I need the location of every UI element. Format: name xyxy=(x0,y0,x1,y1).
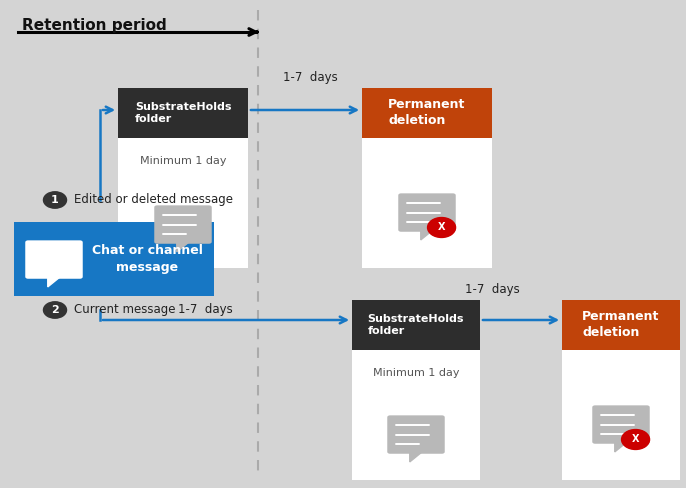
Polygon shape xyxy=(615,442,627,452)
Circle shape xyxy=(427,218,456,238)
FancyBboxPatch shape xyxy=(592,406,650,444)
Text: Permanent
deletion: Permanent deletion xyxy=(582,310,660,340)
Text: 1-7  days: 1-7 days xyxy=(283,71,338,84)
FancyBboxPatch shape xyxy=(388,415,445,454)
FancyBboxPatch shape xyxy=(118,138,248,268)
Text: Minimum 1 day: Minimum 1 day xyxy=(372,368,459,378)
Text: 1: 1 xyxy=(51,195,59,205)
FancyBboxPatch shape xyxy=(399,193,456,232)
Text: X: X xyxy=(632,434,639,445)
Circle shape xyxy=(43,192,67,208)
FancyBboxPatch shape xyxy=(362,138,492,268)
FancyBboxPatch shape xyxy=(562,300,680,350)
FancyBboxPatch shape xyxy=(362,88,492,138)
Text: SubstrateHolds
folder: SubstrateHolds folder xyxy=(134,102,231,124)
Text: X: X xyxy=(438,223,445,232)
Text: Retention period: Retention period xyxy=(22,18,167,33)
Text: Minimum 1 day: Minimum 1 day xyxy=(140,156,226,166)
FancyBboxPatch shape xyxy=(154,205,212,244)
Text: SubstrateHolds
folder: SubstrateHolds folder xyxy=(368,314,464,336)
Text: 2: 2 xyxy=(51,305,59,315)
FancyBboxPatch shape xyxy=(118,88,248,138)
Circle shape xyxy=(622,429,650,449)
Polygon shape xyxy=(48,277,60,287)
Text: 1-7  days: 1-7 days xyxy=(464,283,519,296)
Circle shape xyxy=(43,302,67,318)
Text: Current message: Current message xyxy=(74,304,176,317)
Polygon shape xyxy=(410,452,423,462)
FancyBboxPatch shape xyxy=(14,222,214,296)
FancyBboxPatch shape xyxy=(352,300,480,350)
Polygon shape xyxy=(177,242,189,252)
FancyBboxPatch shape xyxy=(352,350,480,480)
Polygon shape xyxy=(421,230,434,240)
FancyBboxPatch shape xyxy=(25,241,83,279)
Text: 1-7  days: 1-7 days xyxy=(178,303,233,316)
Text: Permanent
deletion: Permanent deletion xyxy=(388,99,466,127)
Text: Chat or channel
message: Chat or channel message xyxy=(92,244,203,273)
FancyBboxPatch shape xyxy=(562,350,680,480)
Text: Edited or deleted message: Edited or deleted message xyxy=(74,194,233,206)
